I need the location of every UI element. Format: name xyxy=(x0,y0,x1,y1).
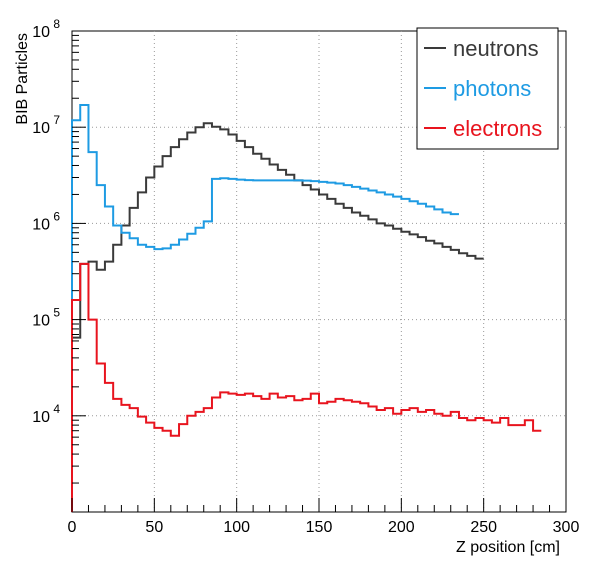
y-tick-base: 10 xyxy=(32,24,50,41)
y-tick-base: 10 xyxy=(32,409,50,426)
y-tick-base: 10 xyxy=(32,313,50,330)
x-tick-label: 150 xyxy=(306,519,333,536)
series-electrons-line xyxy=(71,262,542,512)
y-tick-label: 10 xyxy=(32,313,50,330)
legend-label-electrons: electrons xyxy=(453,116,542,141)
y-tick-exponent: 4 xyxy=(53,402,60,416)
legend-label-neutrons: neutrons xyxy=(453,36,539,61)
y-tick-exponent: 8 xyxy=(53,17,60,31)
x-tick-label: 0 xyxy=(68,519,77,536)
y-tick-base: 10 xyxy=(32,120,50,137)
y-tick-exponent: 7 xyxy=(53,113,60,127)
x-tick-label: 300 xyxy=(553,519,580,536)
series-neutrons-line xyxy=(71,122,484,512)
y-tick-label: 10 xyxy=(32,24,50,41)
y-tick-label: 10 xyxy=(32,120,50,137)
y-tick-exponent: 5 xyxy=(53,306,60,320)
x-axis-title: Z position [cm] xyxy=(456,539,560,556)
y-tick-label: 10 xyxy=(32,216,50,233)
y-tick-exponent: 6 xyxy=(53,209,60,223)
y-axis-title: BIB Particles xyxy=(14,33,31,125)
x-tick-label: 100 xyxy=(223,519,250,536)
x-tick-label: 50 xyxy=(145,519,163,536)
series-layer xyxy=(71,104,542,512)
legend-label-photons: photons xyxy=(453,76,531,101)
legend: neutrons photons electrons xyxy=(416,27,559,150)
x-tick-label: 200 xyxy=(388,519,415,536)
series-photons-line xyxy=(71,104,459,512)
x-tick-label: 250 xyxy=(470,519,497,536)
y-tick-base: 10 xyxy=(32,216,50,233)
y-tick-label: 10 xyxy=(32,409,50,426)
